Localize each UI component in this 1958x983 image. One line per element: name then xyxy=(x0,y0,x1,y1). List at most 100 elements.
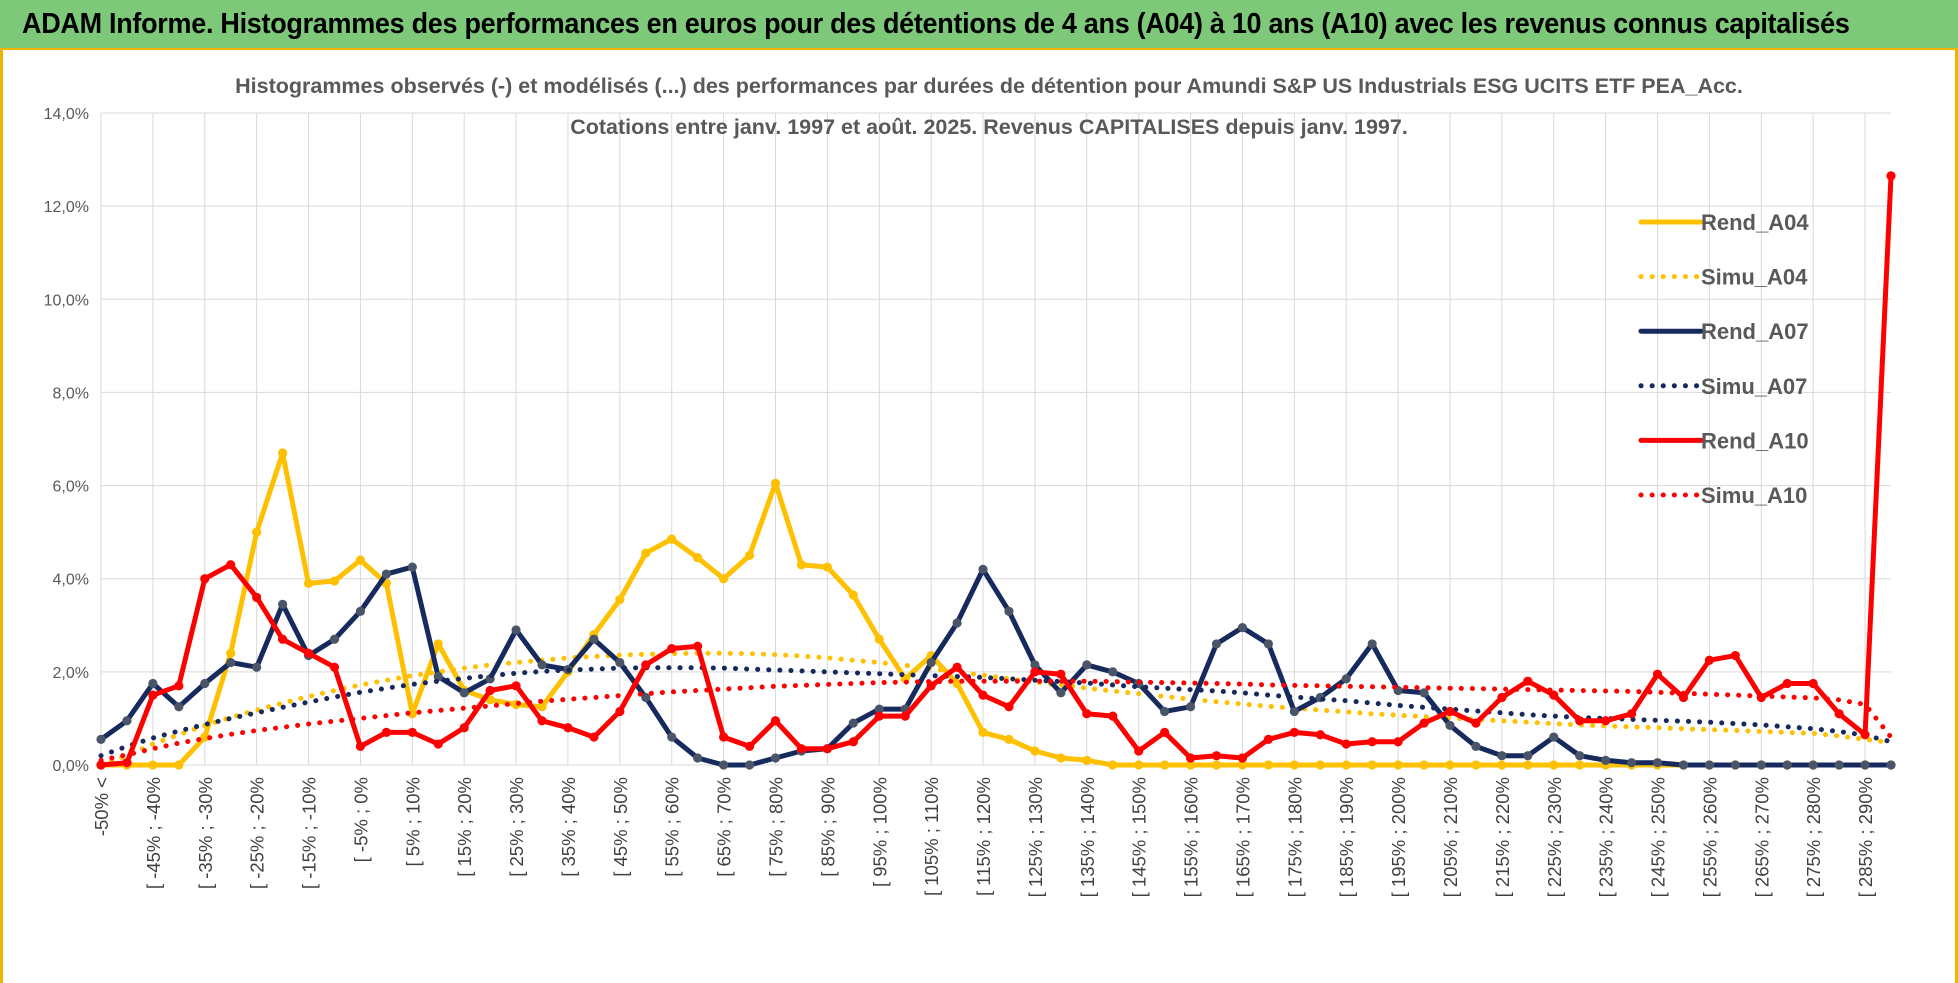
data-point xyxy=(1134,746,1144,756)
x-tick-label: [ 275% ; 280% xyxy=(1803,777,1824,897)
data-point xyxy=(1237,623,1248,633)
data-point xyxy=(1471,760,1481,770)
data-point xyxy=(122,758,132,768)
data-point xyxy=(200,732,210,742)
data-point xyxy=(96,734,106,744)
legend-label: Simu_A07 xyxy=(1701,374,1807,399)
data-point xyxy=(200,574,210,584)
data-point xyxy=(226,648,236,658)
data-point xyxy=(796,560,807,570)
data-point xyxy=(1030,746,1040,756)
data-point xyxy=(1185,753,1196,763)
data-point xyxy=(1782,760,1792,770)
data-point xyxy=(148,760,158,770)
data-point xyxy=(252,527,262,537)
data-point xyxy=(1626,709,1637,719)
data-point xyxy=(900,711,910,721)
data-point xyxy=(1237,760,1248,770)
data-point xyxy=(1471,718,1481,728)
data-point xyxy=(589,732,599,742)
data-point xyxy=(952,618,962,628)
data-point xyxy=(1756,760,1766,770)
data-point xyxy=(1082,755,1092,765)
data-point xyxy=(1704,760,1715,770)
data-point xyxy=(1652,669,1663,679)
data-point xyxy=(1315,760,1325,770)
data-point xyxy=(433,639,443,649)
data-point xyxy=(1704,655,1715,665)
data-point xyxy=(1289,760,1299,770)
chart-frame: 0,0% 2,0% 4,0% 6,0% 8,0% 10,0% 12,0% 14,0% -50% … xyxy=(0,50,1958,983)
data-point xyxy=(1393,737,1403,747)
data-point xyxy=(1445,720,1455,731)
data-point xyxy=(848,718,858,728)
data-point xyxy=(1315,730,1325,740)
data-point xyxy=(407,727,417,738)
x-tick-label: [ 145% ; 150% xyxy=(1129,777,1150,897)
banner-title: ADAM Informe. Histogrammes des performan… xyxy=(22,8,1850,40)
data-point xyxy=(978,564,988,575)
data-point xyxy=(1108,711,1118,721)
data-point xyxy=(693,753,703,763)
data-point xyxy=(381,727,391,738)
data-point xyxy=(252,592,262,602)
data-point xyxy=(1263,639,1273,649)
x-tick-label: [ 205% ; 210% xyxy=(1440,777,1461,897)
data-point xyxy=(200,678,210,689)
data-point xyxy=(693,641,703,651)
x-tick-label: [ -15% ; -10% xyxy=(299,777,320,889)
data-point xyxy=(252,662,262,672)
data-point xyxy=(1834,760,1844,770)
data-point xyxy=(563,723,573,733)
chart-title: Histogrammes observés (-) et modélisés (… xyxy=(235,74,1743,98)
series-line-simu-a04 xyxy=(98,650,1894,768)
x-tick-label: [ 175% ; 180% xyxy=(1284,777,1305,897)
data-point xyxy=(978,690,988,700)
data-point xyxy=(1211,751,1222,761)
data-point xyxy=(1367,760,1377,770)
data-point xyxy=(459,723,469,733)
data-point xyxy=(1030,660,1040,670)
data-point xyxy=(1860,760,1870,770)
data-point xyxy=(226,657,236,668)
data-point xyxy=(641,548,651,558)
data-point xyxy=(1575,760,1585,770)
data-point xyxy=(355,555,366,565)
data-point xyxy=(1030,667,1040,677)
data-point xyxy=(277,599,288,609)
data-point xyxy=(303,578,314,588)
x-tick-label: [ 195% ; 200% xyxy=(1388,777,1409,897)
x-tick-label: [ 75% ; 80% xyxy=(765,777,786,877)
data-point xyxy=(1471,741,1481,751)
data-point xyxy=(329,662,340,672)
data-point xyxy=(874,634,884,644)
data-point xyxy=(1497,760,1507,770)
x-tick-label: [ 255% ; 260% xyxy=(1699,777,1720,897)
data-point xyxy=(329,576,340,586)
x-tick-label: [ 85% ; 90% xyxy=(817,777,838,877)
data-point xyxy=(874,711,884,721)
x-tick-label: [ 15% ; 20% xyxy=(454,777,475,877)
data-point xyxy=(1523,751,1533,761)
data-point xyxy=(1341,760,1351,770)
data-point xyxy=(122,716,132,726)
data-point xyxy=(770,753,781,763)
data-point xyxy=(1601,755,1611,765)
data-point xyxy=(537,702,547,712)
x-tick-label: [ -25% ; -20% xyxy=(247,777,268,889)
data-point xyxy=(148,690,158,700)
data-point xyxy=(1185,760,1196,770)
chart-subtitle: Cotations entre janv. 1997 et août. 2025… xyxy=(570,115,1408,139)
y-tick-label: 6,0% xyxy=(53,479,89,496)
y-tick-label: 0,0% xyxy=(53,758,89,775)
data-point xyxy=(303,648,314,658)
x-tick-label: [ 135% ; 140% xyxy=(1077,777,1098,897)
data-point xyxy=(1289,727,1299,738)
y-tick-label: 2,0% xyxy=(53,665,89,682)
x-tick-label: [ 245% ; 250% xyxy=(1648,777,1669,897)
data-point xyxy=(537,660,547,670)
data-point xyxy=(615,706,625,717)
legend-label: Rend_A07 xyxy=(1701,319,1809,344)
data-point xyxy=(1367,737,1377,747)
data-point xyxy=(1808,760,1818,770)
